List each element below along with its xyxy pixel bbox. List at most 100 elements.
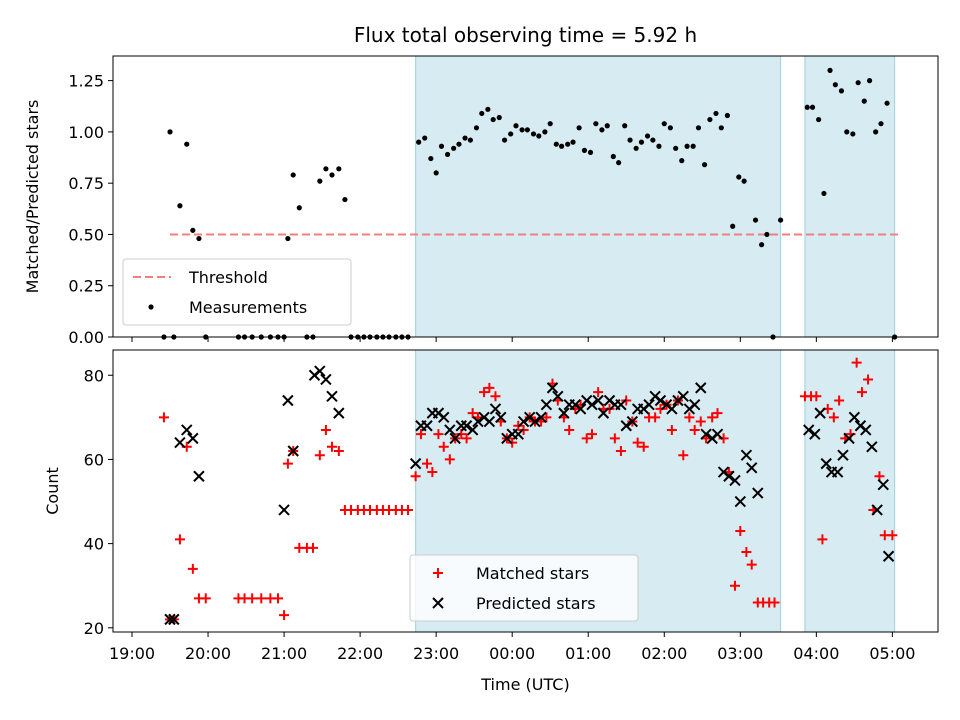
x-tick-label: 23:00 <box>413 644 459 663</box>
measurement-point <box>587 149 594 156</box>
matched-star-marker <box>320 424 331 435</box>
matched-star-marker <box>438 441 449 452</box>
legend-label: Predicted stars <box>476 594 596 613</box>
y-tick-label: 1.00 <box>68 123 104 142</box>
measurement-point <box>656 143 662 149</box>
matched-star-marker <box>735 525 746 536</box>
measurement-point <box>730 223 736 229</box>
measurement-point <box>422 135 428 141</box>
count-marks <box>158 357 898 626</box>
predicted-star-marker <box>723 470 735 482</box>
count-y-axis: 20 40 60 80 <box>84 366 113 638</box>
predicted-star-marker <box>700 428 712 440</box>
matched-star-marker <box>444 454 455 465</box>
ratio-axes-frame <box>112 55 939 338</box>
predicted-star-marker <box>688 399 701 411</box>
measurement-point <box>196 235 202 242</box>
measurement-point <box>342 196 348 203</box>
matched-star-marker <box>811 391 822 402</box>
predicted-star-marker <box>320 373 332 386</box>
predicted-star-marker <box>546 382 559 394</box>
legend-label: Matched stars <box>476 564 589 583</box>
predicted-star-marker <box>615 399 627 411</box>
measurement-point <box>644 133 651 139</box>
matched-star-marker <box>484 382 495 393</box>
predicted-star-marker <box>517 415 530 428</box>
measurement-point <box>416 139 422 145</box>
matched-star-marker <box>433 429 444 440</box>
matched-star-marker <box>490 391 501 402</box>
predicted-star-marker <box>314 365 326 377</box>
matched-star-marker <box>609 433 620 444</box>
matched-star-marker <box>314 450 325 461</box>
predicted-star-marker <box>164 613 176 626</box>
predicted-star-marker <box>326 390 338 403</box>
predicted-star-marker <box>282 394 294 407</box>
measurement-point <box>433 170 439 176</box>
predicted-star-marker <box>848 411 861 424</box>
measurement-point <box>593 121 599 127</box>
observing-interval-band <box>804 349 896 633</box>
ratio-legend: Threshold Measurements <box>122 258 352 326</box>
predicted-star-marker <box>666 403 678 415</box>
x-tick-label: 21:00 <box>261 644 307 663</box>
predicted-star-marker <box>472 415 484 428</box>
matched-star-marker <box>769 597 780 608</box>
predicted-star-marker <box>483 415 496 428</box>
measurement-point <box>679 158 685 164</box>
measurement-point <box>695 125 702 131</box>
matched-star-marker <box>632 437 643 448</box>
matched-star-marker <box>856 387 867 398</box>
count-panel: 20 40 60 80 19:00 20:00 21:00 22:00 23:00 00:00 0… <box>43 349 939 694</box>
matched-star-marker <box>187 563 198 574</box>
predicted-star-marker <box>174 436 186 449</box>
measurement-point <box>861 98 867 104</box>
legend-label: Threshold <box>188 268 268 287</box>
measurement-point <box>855 80 861 86</box>
measurement-point <box>508 131 514 137</box>
measurement-point <box>758 242 765 248</box>
measurement-point <box>513 123 519 129</box>
predicted-star-marker <box>540 399 553 411</box>
predicted-star-marker <box>278 504 290 516</box>
predicted-star-marker <box>740 449 753 461</box>
matched-star-marker <box>564 424 575 435</box>
measurement-point <box>838 88 845 94</box>
measurement-point <box>479 110 485 117</box>
matched-star-marker <box>326 441 337 452</box>
observing-interval-band <box>804 55 896 338</box>
legend-label: Measurements <box>189 298 307 317</box>
matched-star-marker <box>158 412 169 423</box>
measurement-point <box>804 104 810 110</box>
measurement-point <box>627 137 633 143</box>
legend-box <box>122 258 352 326</box>
measurement-point <box>190 227 196 233</box>
matched-star-marker <box>587 429 598 440</box>
measurement-point <box>296 205 302 211</box>
matched-star-marker <box>707 412 718 423</box>
measurement-point <box>490 116 496 123</box>
measurement-point <box>485 106 491 112</box>
measurement-point <box>542 129 548 135</box>
predicted-star-marker <box>843 432 855 445</box>
predicted-star-marker <box>831 466 844 478</box>
predicted-star-marker <box>421 420 433 432</box>
measurement-point <box>736 174 742 180</box>
measurement-point <box>428 155 434 162</box>
predicted-star-marker <box>535 411 547 424</box>
matched-star-marker <box>467 408 478 419</box>
predicted-star-marker <box>529 415 541 428</box>
ratio-y-axis-label: Matched/Predicted stars <box>23 100 42 294</box>
observing-interval-band <box>415 55 782 338</box>
observing-intervals <box>415 55 896 338</box>
measurement-point <box>610 153 616 160</box>
measurement-point <box>536 133 542 139</box>
matched-star-marker <box>403 504 414 515</box>
measurement-point <box>519 127 525 133</box>
matched-star-marker <box>834 395 845 406</box>
predicted-star-marker <box>620 420 632 432</box>
measurement-point <box>553 141 559 147</box>
predicted-star-marker <box>882 550 895 562</box>
x-tick-label: 22:00 <box>337 644 383 663</box>
